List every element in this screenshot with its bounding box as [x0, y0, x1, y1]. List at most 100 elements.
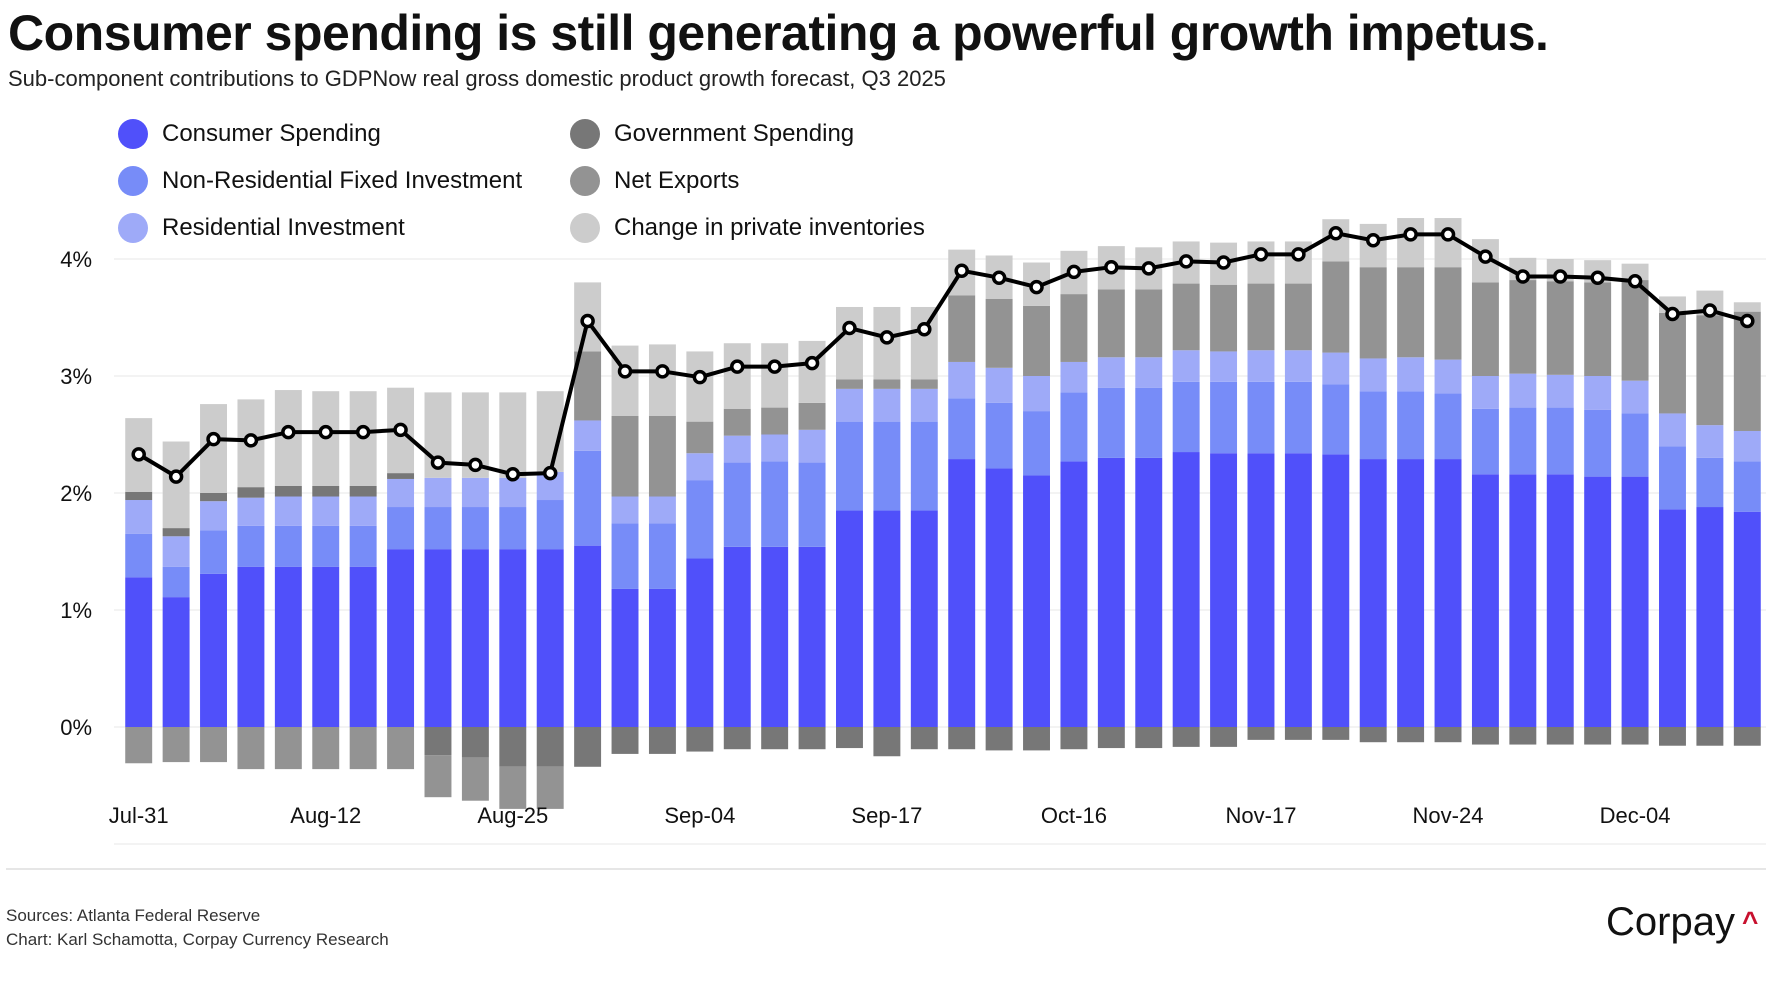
bar-segment-non-residential-fixed-investment [1584, 409, 1612, 477]
bar-segment-net-exports [1546, 281, 1574, 375]
legend: Consumer Spending Non-Residential Fixed … [118, 118, 998, 258]
bar-segment-residential-investment [910, 388, 938, 422]
bar-segment-non-residential-fixed-investment [424, 507, 452, 550]
bar-segment-residential-investment [387, 478, 415, 508]
bar-segment-non-residential-fixed-investment [910, 421, 938, 511]
bar-segment-non-residential-fixed-investment [200, 530, 227, 574]
bar-stack [1322, 219, 1350, 740]
bar-stack [274, 390, 302, 770]
legend-item-consumer-spending: Consumer Spending [118, 118, 381, 150]
total-line-point [1066, 264, 1082, 280]
bar-segment-net-exports [1097, 289, 1125, 358]
y-tick-label: 2% [60, 481, 92, 506]
bar-segment-net-exports [1471, 282, 1499, 376]
bar-segment-net-exports [1659, 312, 1686, 414]
legend-swatch-icon [118, 213, 148, 243]
legend-label: Residential Investment [162, 214, 405, 241]
x-tick-label: Jul-31 [109, 803, 169, 828]
bar-segment-government-spending [1471, 727, 1499, 745]
bar-segment-non-residential-fixed-investment [1060, 392, 1088, 462]
bar-segment-residential-investment [1097, 357, 1125, 388]
bar-segment-government-spending [1284, 727, 1312, 740]
bar-segment-net-exports [1359, 267, 1387, 359]
bar-segment-non-residential-fixed-investment [499, 507, 527, 550]
bar-stack [1359, 223, 1387, 743]
bar-segment-residential-investment [574, 420, 602, 451]
total-line-point [730, 359, 745, 374]
bar-stack [686, 351, 714, 752]
total-line-point [1665, 306, 1680, 322]
bar-segment-consumer-spending [1509, 474, 1537, 727]
total-line-point [1216, 255, 1231, 270]
bar-segment-government-spending [274, 485, 302, 497]
x-axis-ticks: Jul-31 Aug-12 Aug-25 Sep-04 Sep-17 Oct-16 Nov-… [109, 803, 1671, 828]
bar-segment-consumer-spending [1397, 459, 1425, 727]
bar-segment-change-in-private-inventories [761, 343, 789, 408]
bar-segment-non-residential-fixed-investment [686, 480, 714, 559]
bar-segment-net-exports [985, 298, 1013, 368]
bar-segment-consumer-spending [312, 566, 340, 727]
bar-segment-consumer-spending [1097, 457, 1125, 727]
bar-segment-consumer-spending [798, 546, 826, 727]
bar-segment-consumer-spending [1060, 461, 1088, 727]
bar-segment-net-exports [274, 727, 302, 770]
bar-stack [312, 391, 340, 770]
total-line-point [468, 457, 483, 473]
bar-segment-consumer-spending [424, 549, 452, 727]
bar-stack [1434, 218, 1462, 743]
bar-stack [574, 282, 602, 767]
total-line-point [1590, 270, 1605, 285]
bar-stack [1097, 246, 1125, 749]
bar-stack [1659, 296, 1686, 746]
legend-item-non-residential-fixed-investment: Non-Residential Fixed Investment [118, 165, 522, 197]
y-tick-label: 3% [60, 364, 92, 389]
legend-label: Change in private inventories [614, 214, 925, 241]
bar-segment-government-spending [1135, 727, 1163, 749]
total-line-point [617, 364, 633, 379]
chart-credit: Chart: Karl Schamotta, Corpay Currency R… [6, 930, 389, 949]
bar-stack [1397, 218, 1425, 743]
bar-segment-net-exports [461, 757, 489, 801]
total-line-point [281, 424, 296, 440]
bar-segment-consumer-spending [686, 558, 714, 727]
bar-segment-net-exports [836, 379, 863, 389]
bar-stack [648, 344, 676, 754]
total-line-point [1141, 261, 1156, 276]
total-line-point [131, 447, 146, 462]
legend-item-government-spending: Government Spending [570, 118, 854, 150]
bar-segment-consumer-spending [723, 546, 751, 727]
bar-segment-net-exports [424, 755, 452, 798]
bar-segment-non-residential-fixed-investment [1097, 387, 1125, 458]
stacked-bar-chart: 4% 3% 2% 1% 0% Jul-31 Aug-12 Aug-25 Sep-04 Sep-1… [60, 218, 1766, 845]
bar-segment-net-exports [1434, 267, 1462, 360]
total-line-point [355, 424, 371, 440]
bar-segment-non-residential-fixed-investment [1247, 381, 1275, 454]
total-line-point [991, 270, 1007, 285]
bar-segment-non-residential-fixed-investment [1434, 393, 1462, 460]
total-line-point [1478, 249, 1493, 264]
bar-segment-non-residential-fixed-investment [312, 525, 340, 567]
bar-stack [387, 387, 415, 770]
bar-segment-residential-investment [349, 496, 377, 526]
bar-segment-non-residential-fixed-investment [461, 507, 489, 550]
bar-segment-government-spending [648, 727, 676, 754]
bar-segment-consumer-spending [836, 510, 863, 727]
bar-segment-government-spending [387, 473, 415, 479]
bar-stack [349, 391, 377, 770]
total-line-point [1553, 269, 1568, 284]
legend-label: Government Spending [614, 120, 855, 147]
bar-segment-government-spending [1247, 727, 1275, 740]
bar-stack [1733, 302, 1761, 746]
bar-segment-residential-investment [873, 388, 901, 422]
x-tick-label: Nov-24 [1413, 803, 1484, 828]
corpay-logo: Corpay [1606, 900, 1735, 944]
bar-segment-non-residential-fixed-investment [274, 525, 302, 567]
bar-stack [873, 306, 901, 757]
bar-segment-consumer-spending [1135, 457, 1163, 727]
bar-segment-non-residential-fixed-investment [1284, 381, 1312, 454]
total-line-point [842, 320, 857, 336]
bar-segment-residential-investment [162, 536, 190, 567]
bar-segment-change-in-private-inventories [686, 351, 714, 422]
bar-segment-net-exports [349, 727, 377, 770]
total-line-point [879, 330, 895, 345]
